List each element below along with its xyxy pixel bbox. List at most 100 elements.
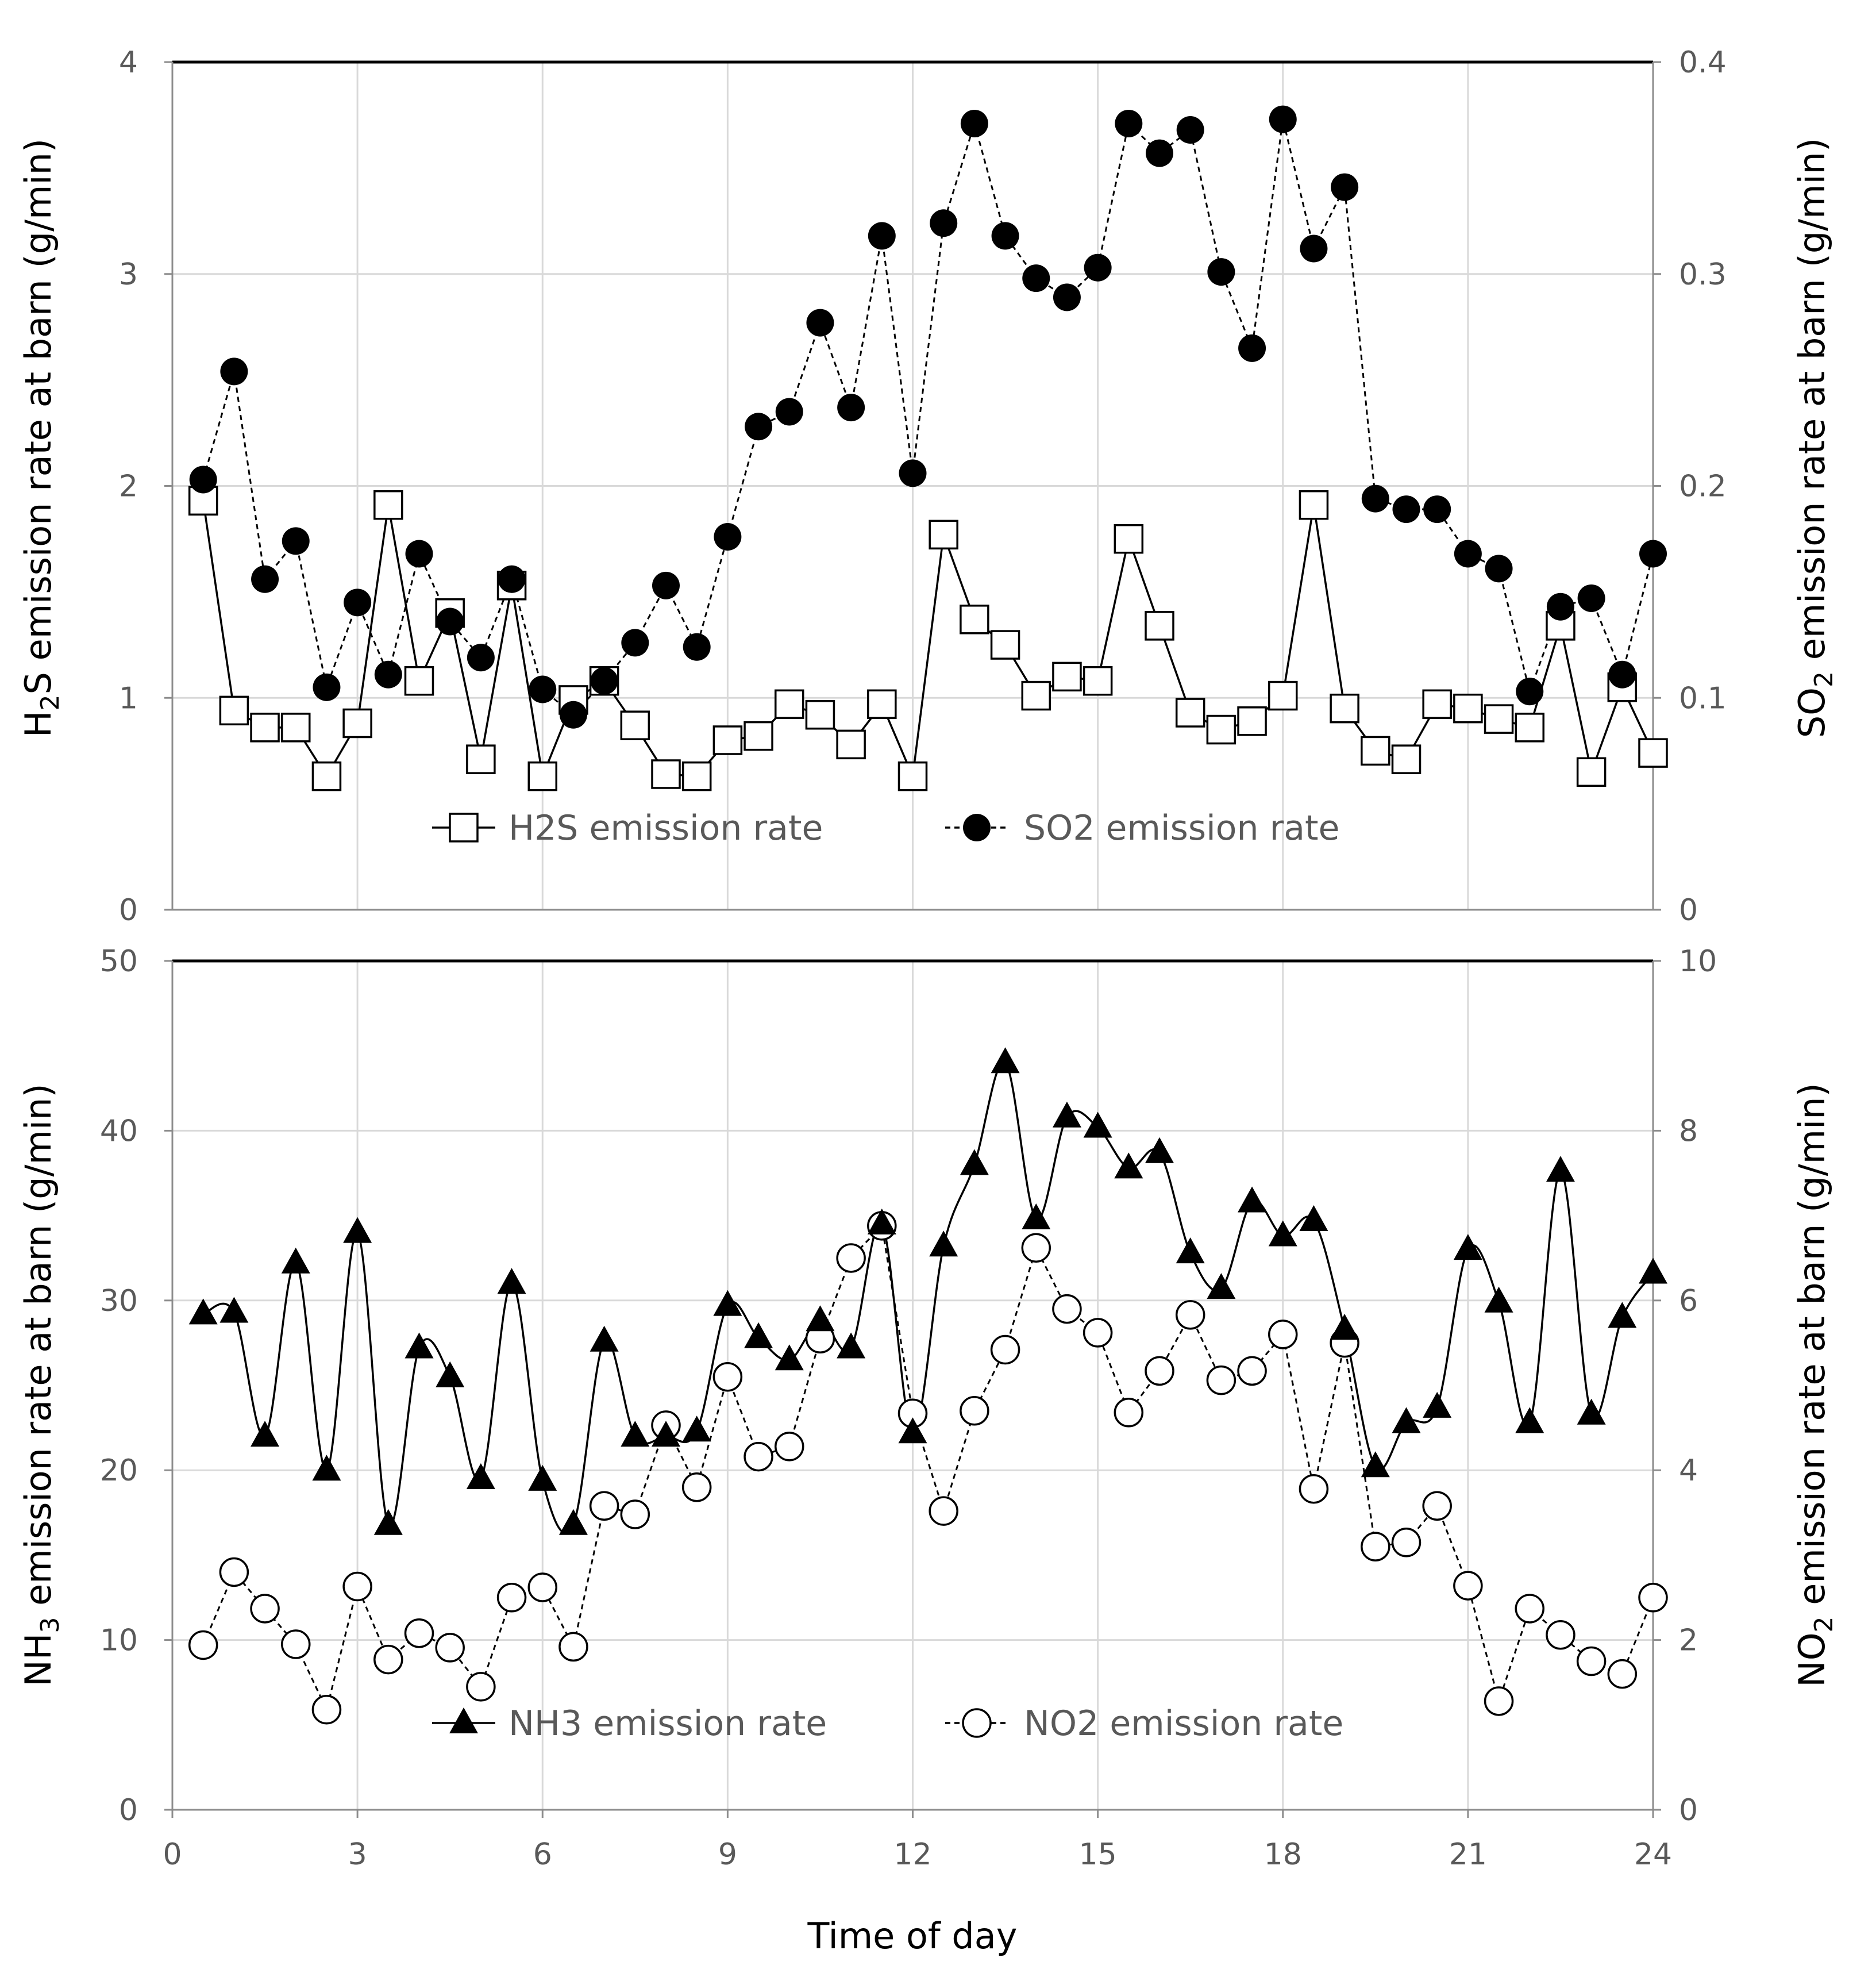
no2-emission-rate-point-24 xyxy=(929,1496,958,1526)
so2-emission-rate-path xyxy=(202,119,1653,716)
so2-emission-rate-point-2 xyxy=(251,565,279,593)
no2-emission-rate-point-13 xyxy=(589,1491,619,1521)
top-panel: 0 1 2 3 4 0 0.1 0.2 0.3 0.4 H2S emission rate SO2 … xyxy=(17,45,1839,928)
h2s-axis-base: H xyxy=(17,710,59,737)
nh3-emission-rate-point-45 xyxy=(1577,1398,1606,1425)
so2-series-markers xyxy=(189,105,1667,729)
nh3-emission-rate-point-40 xyxy=(1423,1391,1452,1418)
nh3-emission-rate-point-33 xyxy=(1207,1273,1236,1299)
so2-emission-rate-point-12 xyxy=(559,701,587,729)
no2-emission-rate-point-6 xyxy=(373,1644,403,1675)
x-tick-label: 9 xyxy=(718,1837,737,1872)
bottom-right-tick-label: 2 xyxy=(1679,1624,1698,1658)
h2s-emission-rate-legend-marker xyxy=(449,813,479,843)
bottom-left-tick-label: 40 xyxy=(100,1114,138,1148)
so2-emission-rate-point-0 xyxy=(189,466,217,494)
so2-emission-rate-point-31 xyxy=(1146,139,1173,167)
nh3-emission-rate-point-32 xyxy=(1176,1237,1205,1264)
nh3-emission-rate-point-13 xyxy=(590,1325,619,1352)
nh3-emission-rate-point-7 xyxy=(405,1332,434,1359)
nh3-emission-rate-point-34 xyxy=(1238,1186,1267,1213)
top-left-tick-label: 2 xyxy=(119,470,138,504)
nh3-emission-rate-legend-marker xyxy=(449,1707,478,1733)
no2-emission-rate-point-28 xyxy=(1052,1294,1082,1324)
h2s-emission-rate-point-21 xyxy=(836,729,866,760)
h2s-emission-rate-point-4 xyxy=(311,761,342,791)
top-right-tick-label: 0 xyxy=(1679,893,1698,928)
nh3-emission-rate-point-8 xyxy=(436,1361,465,1387)
h2s-emission-rate-point-6 xyxy=(373,490,403,520)
no2-emission-rate-point-46 xyxy=(1607,1659,1638,1689)
h2s-emission-rate-legend-label: H2S emission rate xyxy=(509,808,823,848)
so2-emission-rate-point-22 xyxy=(868,222,896,250)
so2-axis-base: SO xyxy=(1791,687,1833,738)
h2s-emission-rate-point-30 xyxy=(1114,524,1144,554)
x-tick-label: 6 xyxy=(533,1837,552,1872)
h2s-emission-rate-point-47 xyxy=(1638,738,1668,768)
h2s-emission-rate-point-45 xyxy=(1576,757,1607,787)
so2-emission-rate-point-16 xyxy=(683,633,711,661)
no2-emission-rate-point-8 xyxy=(435,1633,465,1663)
no2-emission-rate-point-5 xyxy=(342,1571,372,1602)
no2-emission-rate-point-38 xyxy=(1361,1532,1390,1562)
so2-emission-rate-point-44 xyxy=(1546,593,1574,621)
so2-emission-rate-point-40 xyxy=(1423,495,1451,524)
so2-emission-rate-point-3 xyxy=(282,527,310,555)
nh3-emission-rate-point-46 xyxy=(1608,1302,1637,1328)
bottom-grid xyxy=(172,961,1653,1810)
bottom-right-tick-label: 4 xyxy=(1679,1453,1698,1488)
no2-emission-rate-point-31 xyxy=(1145,1356,1174,1386)
so2-emission-rate-point-32 xyxy=(1176,116,1204,144)
no2-emission-rate-point-0 xyxy=(188,1630,218,1660)
h2s-emission-rate-point-20 xyxy=(805,700,835,730)
nh3-emission-rate-point-30 xyxy=(1114,1152,1143,1179)
no2-axis-sub: 2 xyxy=(1809,1617,1839,1633)
no2-emission-rate-point-34 xyxy=(1237,1356,1267,1386)
top-legend: H2S emission rate SO2 emission rate xyxy=(432,808,1339,848)
so2-axis-rest: emission rate at barn (g/min) xyxy=(1791,138,1833,671)
nh3-emission-rate-point-5 xyxy=(343,1217,372,1243)
x-tick-label: 24 xyxy=(1634,1837,1672,1872)
nh3-emission-rate-point-42 xyxy=(1484,1286,1513,1313)
bottom-right-tick-label: 0 xyxy=(1679,1793,1698,1828)
h2s-emission-rate-point-11 xyxy=(527,761,557,791)
nh3-emission-rate-point-31 xyxy=(1145,1137,1174,1163)
x-tick-label: 12 xyxy=(893,1837,931,1872)
nh3-series-line xyxy=(203,1061,1653,1534)
top-right-tick-label: 0.4 xyxy=(1679,45,1727,80)
nh3-emission-rate-point-26 xyxy=(991,1047,1020,1074)
x-tick-label: 18 xyxy=(1264,1837,1302,1872)
so2-emission-rate-point-20 xyxy=(806,309,834,337)
nh3-emission-rate-point-4 xyxy=(312,1455,341,1481)
h2s-emission-rate-point-38 xyxy=(1361,736,1390,766)
nh3-emission-rate-point-23 xyxy=(898,1417,927,1444)
nh3-emission-rate-point-17 xyxy=(713,1290,742,1316)
so2-emission-rate-point-19 xyxy=(775,398,803,426)
h2s-emission-rate-point-41 xyxy=(1453,693,1483,724)
so2-emission-rate-point-9 xyxy=(467,644,495,672)
so2-emission-rate-point-21 xyxy=(837,394,865,422)
so2-emission-rate-point-26 xyxy=(991,222,1019,250)
so2-emission-rate-point-25 xyxy=(960,109,988,137)
no2-emission-rate-point-1 xyxy=(219,1557,249,1587)
nh3-emission-rate-point-14 xyxy=(621,1421,650,1447)
so2-emission-rate-point-35 xyxy=(1269,105,1297,133)
so2-emission-rate-point-34 xyxy=(1238,334,1266,362)
nh3-emission-rate-point-25 xyxy=(960,1149,989,1175)
so2-emission-rate-point-36 xyxy=(1300,234,1328,263)
no2-emission-rate-point-19 xyxy=(775,1432,804,1462)
nh3-emission-rate-point-0 xyxy=(188,1298,218,1325)
no2-axis-base: NO xyxy=(1791,1633,1833,1687)
h2s-emission-rate-point-5 xyxy=(342,708,372,739)
no2-series-markers xyxy=(188,1211,1668,1725)
no2-emission-rate-point-9 xyxy=(466,1672,496,1702)
nh3-emission-rate-point-16 xyxy=(682,1416,711,1442)
so2-emission-rate-legend-marker xyxy=(963,814,991,841)
x-tick-label: 3 xyxy=(348,1837,367,1872)
nh3-emission-rate-point-37 xyxy=(1330,1314,1359,1340)
top-left-tick-label: 3 xyxy=(119,257,138,292)
nh3-axis-base: NH xyxy=(17,1633,59,1687)
